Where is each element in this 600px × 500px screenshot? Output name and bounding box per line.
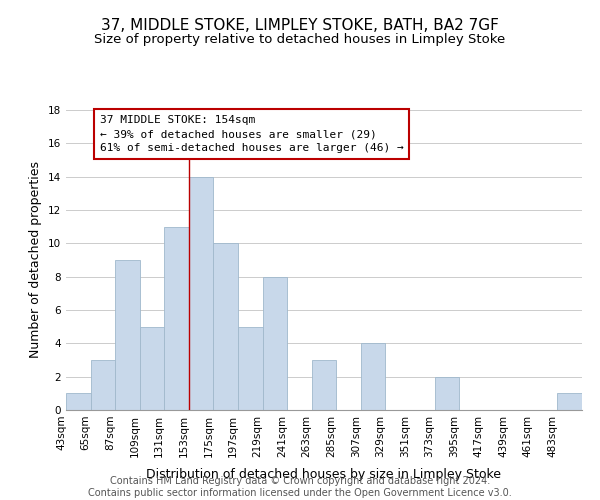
X-axis label: Distribution of detached houses by size in Limpley Stoke: Distribution of detached houses by size … <box>146 468 502 481</box>
Bar <box>263 276 287 410</box>
Bar <box>164 226 189 410</box>
Bar <box>66 394 91 410</box>
Bar <box>434 376 459 410</box>
Bar <box>91 360 115 410</box>
Text: Size of property relative to detached houses in Limpley Stoke: Size of property relative to detached ho… <box>94 32 506 46</box>
Text: Contains HM Land Registry data © Crown copyright and database right 2024.
Contai: Contains HM Land Registry data © Crown c… <box>88 476 512 498</box>
Text: 37 MIDDLE STOKE: 154sqm
← 39% of detached houses are smaller (29)
61% of semi-de: 37 MIDDLE STOKE: 154sqm ← 39% of detache… <box>100 115 403 153</box>
Bar <box>312 360 336 410</box>
Bar <box>557 394 582 410</box>
Bar <box>189 176 214 410</box>
Text: 37, MIDDLE STOKE, LIMPLEY STOKE, BATH, BA2 7GF: 37, MIDDLE STOKE, LIMPLEY STOKE, BATH, B… <box>101 18 499 32</box>
Bar <box>214 244 238 410</box>
Bar <box>115 260 140 410</box>
Bar <box>238 326 263 410</box>
Y-axis label: Number of detached properties: Number of detached properties <box>29 162 43 358</box>
Bar <box>140 326 164 410</box>
Bar <box>361 344 385 410</box>
